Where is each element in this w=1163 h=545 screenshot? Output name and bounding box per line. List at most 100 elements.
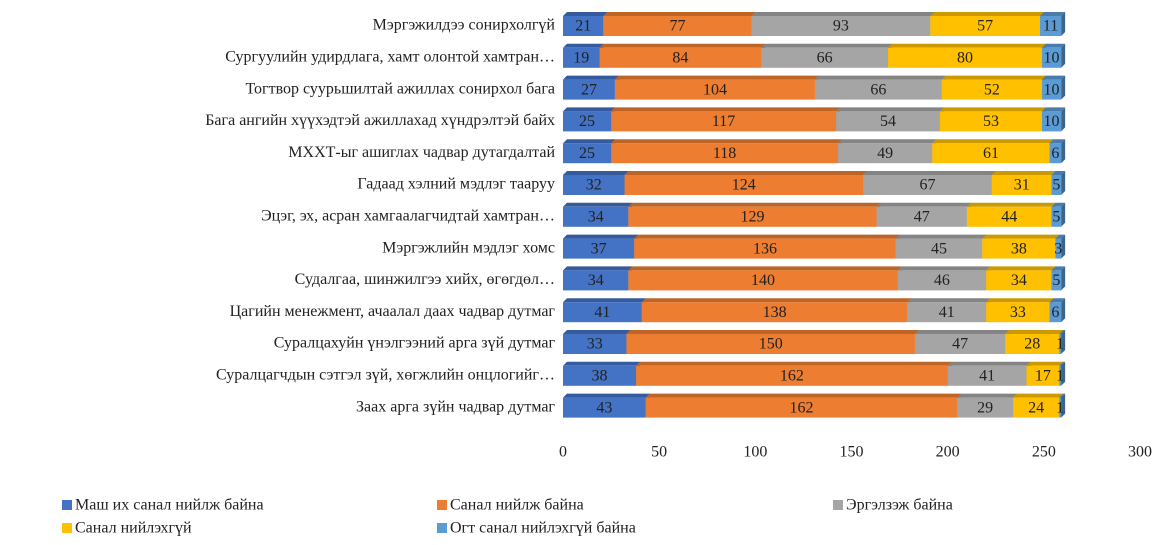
category-label: МХХТ-ыг ашиглах чадвар дутагдалтай (288, 144, 555, 161)
bar-face (628, 206, 877, 227)
legend-swatch (62, 500, 72, 510)
data-label: 61 (983, 145, 999, 162)
bar-face (914, 334, 1006, 354)
data-label: 57 (977, 18, 993, 35)
legend-swatch (437, 523, 447, 533)
bar-top (563, 43, 604, 48)
data-label: 53 (983, 113, 999, 130)
bar-segment (907, 298, 991, 323)
data-label: 28 (1024, 336, 1040, 353)
data-label: 31 (1014, 177, 1030, 194)
x-tick-label: 50 (651, 444, 667, 461)
bar-face (814, 79, 942, 100)
bar-face (947, 365, 1027, 386)
bar-top (628, 266, 902, 271)
bar-top (563, 107, 616, 112)
bar-top (930, 12, 1044, 16)
legend-label: Эргэлзэж байна (846, 497, 953, 514)
data-label: 34 (588, 208, 604, 225)
bar-segment (628, 202, 881, 227)
data-label: 84 (672, 49, 688, 66)
bar-top (982, 234, 1060, 239)
bar-top (836, 107, 944, 112)
bar-top (1005, 330, 1064, 334)
bar-segment (1041, 107, 1066, 132)
bar-segment (645, 393, 962, 418)
bar-top (1041, 107, 1066, 112)
data-label: 117 (712, 113, 735, 130)
bar-top (611, 139, 843, 144)
bar-face (836, 111, 940, 132)
data-label: 33 (587, 336, 603, 353)
bar-top (876, 202, 971, 207)
category-label: Бага ангийн хүүхэдтэй ажиллахад хүндрэлт… (205, 112, 555, 129)
bar-top (636, 361, 952, 366)
bar-face (888, 47, 1042, 68)
bar-segment (982, 234, 1060, 259)
data-label: 10 (1044, 81, 1060, 98)
bar-side (1061, 139, 1066, 164)
bar-face (930, 16, 1040, 36)
bar-face (641, 302, 908, 323)
bar-face (563, 397, 646, 418)
bar-face (761, 47, 889, 68)
x-tick-label: 0 (559, 444, 567, 461)
data-label: 32 (586, 177, 602, 194)
data-label: 6 (1051, 304, 1059, 321)
bar-segment (599, 43, 766, 68)
data-label: 104 (703, 81, 727, 98)
bar-face (599, 47, 762, 68)
category-label: Суралцагчдын сэтгэл зүй, хөгжлийн онцлог… (216, 366, 555, 383)
bar-top (914, 330, 1010, 334)
data-label: 41 (594, 304, 610, 321)
data-label: 5 (1052, 272, 1060, 289)
bar-top (986, 266, 1056, 271)
data-label: 66 (817, 49, 833, 66)
bar-face (1039, 16, 1062, 36)
bar-side (1061, 266, 1066, 291)
bar-top (939, 107, 1046, 112)
bar-segment (1039, 12, 1066, 36)
bar-face (563, 79, 615, 100)
data-label: 46 (934, 272, 950, 289)
bar-face (645, 397, 958, 418)
bar-face (624, 175, 864, 195)
bar-segment (1059, 330, 1066, 354)
data-label: 38 (1011, 240, 1027, 257)
bar-top (624, 171, 868, 175)
data-label: 25 (579, 145, 595, 162)
bar-top (1051, 266, 1066, 271)
bar-top (614, 75, 819, 80)
bar-face (563, 206, 629, 227)
data-label: 6 (1051, 145, 1059, 162)
bar-face (957, 397, 1014, 418)
bar-face (563, 270, 629, 291)
legend-swatch (833, 500, 843, 510)
bar-segment (897, 266, 991, 291)
bar-top (957, 393, 1018, 398)
data-label: 49 (877, 145, 893, 162)
legend-swatch (62, 523, 72, 533)
bar-top (563, 139, 616, 144)
data-label: 52 (984, 81, 1000, 98)
bar-face (863, 175, 992, 195)
data-label: 41 (979, 367, 995, 384)
bar-top (863, 171, 996, 175)
bar-top (563, 171, 629, 175)
bar-top (563, 202, 633, 207)
bar-face (1005, 334, 1060, 354)
category-label: Гадаад хэлний мэдлэг тааруу (357, 176, 555, 193)
bar-face (1059, 334, 1062, 354)
legend-label: Маш их санал нийлж байна (75, 497, 264, 514)
bar-top (1059, 330, 1066, 334)
data-label: 5 (1052, 208, 1060, 225)
bar-top (751, 12, 935, 16)
bar-side (1061, 393, 1066, 418)
data-label: 67 (919, 177, 935, 194)
bar-top (645, 393, 962, 398)
bar-face (563, 16, 604, 36)
bar-side (1061, 202, 1066, 227)
bar-segment (614, 75, 819, 100)
bar-segment (1005, 330, 1064, 354)
bar-top (1049, 298, 1066, 303)
